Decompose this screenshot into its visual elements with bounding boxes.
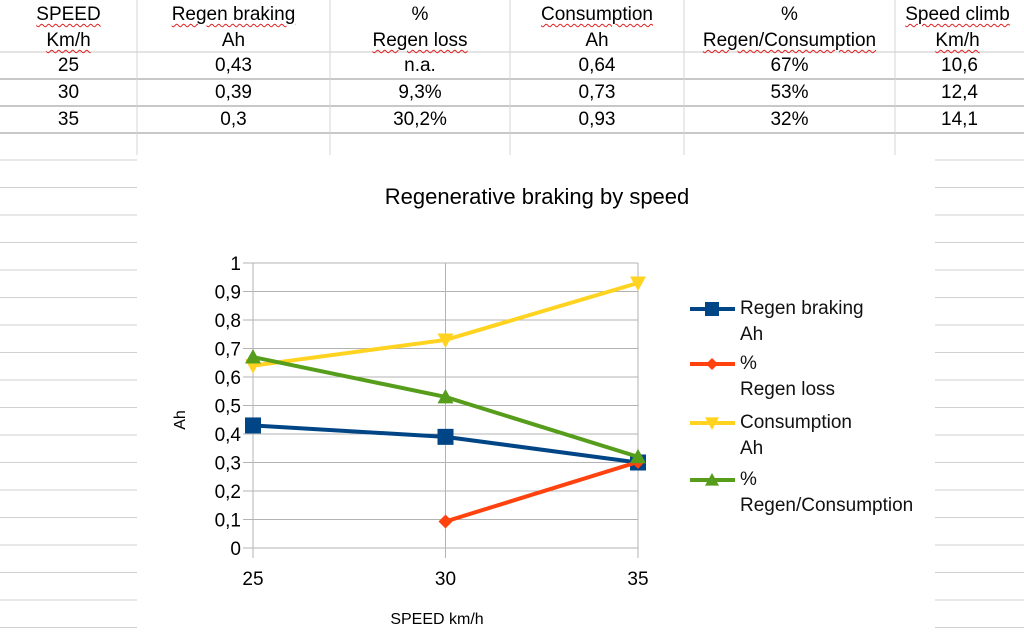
square-marker xyxy=(705,302,719,316)
table-cell[interactable]: 0,93 xyxy=(578,109,616,130)
header-text: Ah xyxy=(585,30,609,51)
table-cell[interactable]: 25 xyxy=(57,55,80,76)
y-tick-label: 0,6 xyxy=(215,368,241,389)
column-header[interactable]: Regen braking Ah xyxy=(137,2,330,54)
square-marker xyxy=(437,428,454,445)
header-text: Km/h xyxy=(935,30,980,51)
y-tick-label: 0,9 xyxy=(215,283,241,304)
header-text: Consumption xyxy=(541,4,653,25)
legend-entry-text: Consumption xyxy=(740,412,852,433)
header-text: Km/h xyxy=(46,30,91,51)
table-cell[interactable]: 30 xyxy=(57,82,80,103)
table-cell[interactable]: 14,1 xyxy=(941,109,978,130)
legend-entry-text: % xyxy=(740,469,757,490)
legend-entry-text: Regen braking xyxy=(740,298,864,319)
x-tick-label: 35 xyxy=(627,569,648,590)
triangle-down-marker xyxy=(705,417,719,430)
y-tick-label: 0,2 xyxy=(215,482,241,503)
x-tick-label: 30 xyxy=(435,569,456,590)
table-cell[interactable]: 67% xyxy=(770,55,809,76)
square-marker xyxy=(245,417,261,434)
triangle-up-marker xyxy=(437,388,454,404)
header-text: SPEED xyxy=(36,4,101,25)
chart-title: Regenerative braking by speed xyxy=(385,184,690,209)
y-tick-label: 0 xyxy=(230,539,241,560)
y-tick-label: 0,5 xyxy=(215,397,241,418)
y-tick-label: 0,4 xyxy=(215,425,242,446)
table-cell[interactable]: 30,2% xyxy=(393,109,447,130)
header-text: % xyxy=(781,4,798,25)
y-tick-label: 0,8 xyxy=(215,311,241,332)
header-text: Regen/Consumption xyxy=(702,30,877,51)
legend-entry-text: Regen loss xyxy=(740,379,836,400)
y-tick-label: 0,7 xyxy=(215,340,241,361)
triangle-up-marker xyxy=(630,448,646,464)
legend-entry-text: % xyxy=(740,353,757,374)
legend-entry-text: Ah xyxy=(740,324,764,345)
header-text: Speed climb xyxy=(905,4,1010,25)
x-axis-label: SPEED km/h xyxy=(390,611,483,628)
table-cell[interactable]: 0,39 xyxy=(215,82,252,103)
series-line xyxy=(444,460,639,524)
table-cell[interactable]: 0,43 xyxy=(215,55,252,76)
column-header[interactable]: SPEED Km/h xyxy=(0,2,137,54)
table-cell[interactable]: 35 xyxy=(57,109,80,130)
chart-background xyxy=(137,155,935,642)
diamond-marker xyxy=(706,358,718,370)
table-cell[interactable]: n.a. xyxy=(404,55,436,76)
table-cell[interactable]: 10,6 xyxy=(941,55,978,76)
table-cell[interactable]: 0,64 xyxy=(578,55,616,76)
table-cell[interactable]: 53% xyxy=(770,82,809,103)
table-cell[interactable]: 32% xyxy=(770,109,809,130)
diamond-marker xyxy=(438,514,453,529)
triangle-up-marker xyxy=(705,473,719,486)
table-cell[interactable]: 0,3 xyxy=(220,109,247,130)
y-tick-label: 0,3 xyxy=(215,454,241,475)
y-axis-label: Ah xyxy=(172,410,189,430)
triangle-down-marker xyxy=(437,333,454,348)
header-text: Ah xyxy=(221,30,246,51)
triangle-down-marker xyxy=(630,276,646,291)
table-cell[interactable]: 9,3% xyxy=(398,82,442,103)
legend-entry-text: Regen/Consumption xyxy=(740,495,914,516)
y-tick-label: 1 xyxy=(230,254,241,275)
x-tick-label: 25 xyxy=(242,569,263,590)
column-header[interactable]: % Regen/Consumption xyxy=(684,2,895,54)
table-cell[interactable]: 0,73 xyxy=(578,82,616,103)
header-text: Regen braking xyxy=(171,4,296,25)
column-header[interactable]: Consumption Ah xyxy=(510,2,684,54)
y-tick-label: 0,1 xyxy=(215,511,241,532)
column-header[interactable]: % Regen loss xyxy=(330,2,510,54)
column-header[interactable]: Speed climb Km/h xyxy=(895,2,1020,54)
header-text: Regen loss xyxy=(372,30,468,51)
legend-entry-text: Ah xyxy=(740,438,764,459)
triangle-up-marker xyxy=(245,349,261,364)
header-text: % xyxy=(411,4,429,25)
table-cell[interactable]: 12,4 xyxy=(941,82,978,103)
